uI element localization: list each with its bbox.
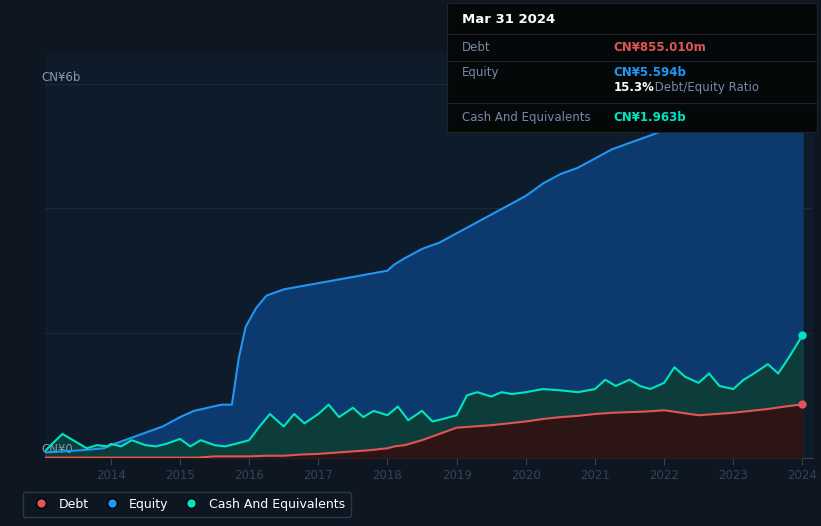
Text: CN¥855.010m: CN¥855.010m <box>614 41 706 54</box>
Legend: Debt, Equity, Cash And Equivalents: Debt, Equity, Cash And Equivalents <box>23 492 351 517</box>
Text: CN¥0: CN¥0 <box>41 442 73 456</box>
Text: 15.3%: 15.3% <box>614 81 654 94</box>
Text: CN¥1.963b: CN¥1.963b <box>614 111 686 124</box>
Text: Debt/Equity Ratio: Debt/Equity Ratio <box>651 81 759 94</box>
Text: CN¥6b: CN¥6b <box>41 71 80 84</box>
Text: CN¥5.594b: CN¥5.594b <box>614 66 686 79</box>
Text: Equity: Equity <box>462 66 500 79</box>
Text: Debt: Debt <box>462 41 491 54</box>
Text: Cash And Equivalents: Cash And Equivalents <box>462 111 591 124</box>
Text: Mar 31 2024: Mar 31 2024 <box>462 13 556 26</box>
